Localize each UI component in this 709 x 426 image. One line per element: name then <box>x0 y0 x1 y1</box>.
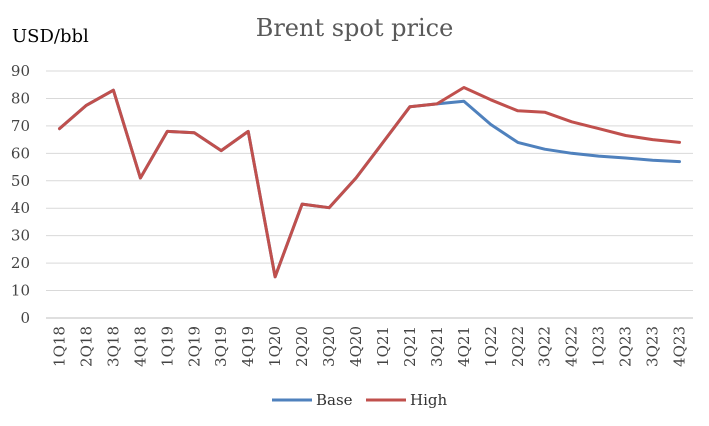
y-tick-label: 70 <box>11 117 30 135</box>
y-tick-label: 40 <box>11 199 30 217</box>
chart-title: Brent spot price <box>255 14 454 42</box>
x-tick-label: 1Q20 <box>266 326 284 367</box>
x-tick-label: 3Q22 <box>536 326 554 367</box>
x-tick-label: 4Q22 <box>563 326 581 367</box>
x-tick-label: 1Q22 <box>482 326 500 367</box>
x-tick-label: 3Q23 <box>644 326 662 367</box>
x-tick-label: 4Q20 <box>347 326 365 367</box>
x-tick-label: 2Q19 <box>185 326 203 367</box>
x-tick-label: 3Q19 <box>212 326 230 367</box>
series-line-base <box>58 88 681 279</box>
x-tick-label: 3Q18 <box>104 326 122 367</box>
x-tick-label: 2Q20 <box>293 326 311 367</box>
x-tick-label: 4Q18 <box>131 326 149 367</box>
y-tick-label: 90 <box>11 62 30 80</box>
y-tick-labels: 0 10 20 30 40 50 60 70 80 90 <box>11 62 30 327</box>
x-tick-label: 4Q19 <box>239 326 257 367</box>
x-tick-label: 3Q20 <box>320 326 338 367</box>
x-tick-label: 2Q23 <box>617 326 635 367</box>
x-tick-label: 1Q19 <box>158 326 176 367</box>
y-tick-label: 10 <box>11 282 30 300</box>
x-tick-label: 4Q21 <box>455 326 473 367</box>
legend-label-base: Base <box>316 391 353 409</box>
y-tick-label: 0 <box>20 309 30 327</box>
y-tick-label: 80 <box>11 89 30 107</box>
x-tick-label: 1Q21 <box>374 326 392 367</box>
x-tick-label: 1Q18 <box>50 326 68 367</box>
x-tick-label: 2Q18 <box>77 326 95 367</box>
y-tick-label: 60 <box>11 144 30 162</box>
y-tick-label: 30 <box>11 227 30 245</box>
x-tick-label: 4Q23 <box>671 326 689 367</box>
x-tick-label: 3Q21 <box>428 326 446 367</box>
grid-lines <box>46 70 693 319</box>
y-axis-label: USD/bbl <box>12 26 89 47</box>
legend-label-high: High <box>410 391 447 409</box>
series-line-high <box>58 86 681 279</box>
x-tick-label: 1Q23 <box>590 326 608 367</box>
x-tick-label: 2Q21 <box>401 326 419 367</box>
legend: Base High <box>272 391 447 409</box>
x-tick-labels: 1Q18 2Q18 3Q18 4Q18 1Q19 2Q19 3Q19 4Q19 1Q20 2Q20… <box>50 326 688 367</box>
y-tick-label: 50 <box>11 172 30 190</box>
x-tick-label: 2Q22 <box>509 326 527 367</box>
series-lines <box>58 86 681 279</box>
y-tick-label: 20 <box>11 254 30 272</box>
